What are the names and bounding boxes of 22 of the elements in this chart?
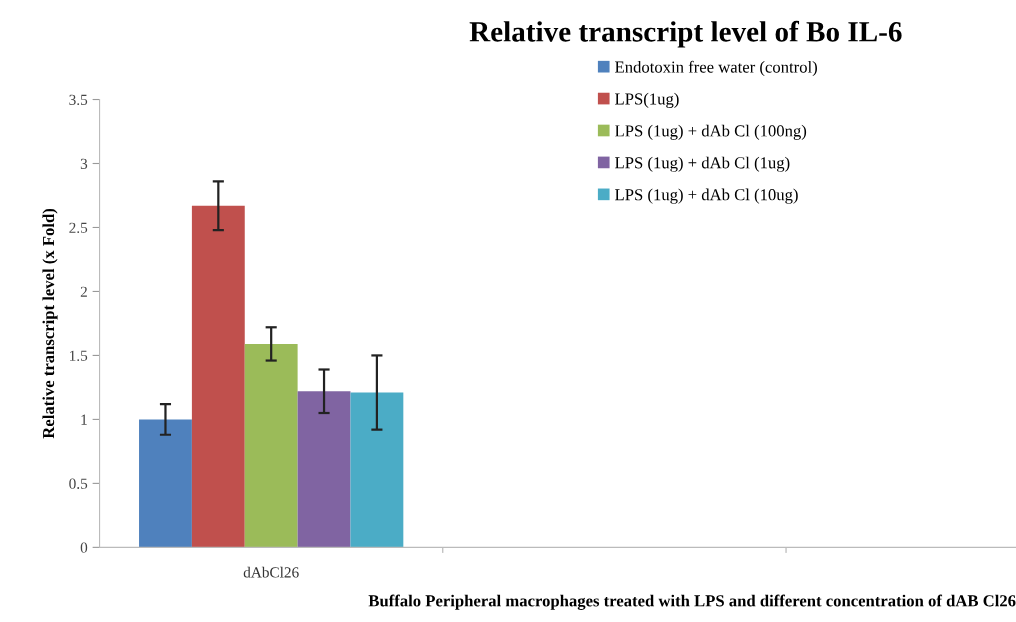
y-tick-label: 2.5 <box>69 222 88 233</box>
x-axis-title: Buffalo Peripheral macrophages treated with LPS and different concentration of dAB Cl26 <box>368 594 1016 610</box>
bar <box>139 419 192 548</box>
legend-label: Endotoxin free water (control) <box>615 60 817 77</box>
legend-label: LPS (1ug) + dAb Cl (100ng) <box>615 124 807 140</box>
y-tick-label: 1 <box>81 414 87 425</box>
y-tick-label: 1.5 <box>70 350 88 361</box>
y-tick-label: 2 <box>80 286 87 297</box>
y-axis-title: Relative transcript level (x Fold) <box>42 208 58 439</box>
bar <box>244 343 298 548</box>
chart-title: Relative transcript level of Bo IL-6 <box>469 20 902 48</box>
bar <box>191 205 245 548</box>
bar <box>297 391 351 548</box>
legend-label: LPS(1ug) <box>615 92 679 108</box>
legend-label: LPS (1ug) + dAb Cl (10ug) <box>615 188 798 204</box>
legend-label: LPS (1ug) + dAb Cl (1ug) <box>615 156 790 172</box>
y-tick-label: 3 <box>80 158 88 169</box>
bar <box>350 392 404 548</box>
y-tick-label: 0.5 <box>69 478 88 489</box>
x-tick-label: dAbCl26 <box>243 566 299 578</box>
y-tick-label: 3.5 <box>69 94 88 106</box>
y-tick-label: 0 <box>80 542 88 553</box>
